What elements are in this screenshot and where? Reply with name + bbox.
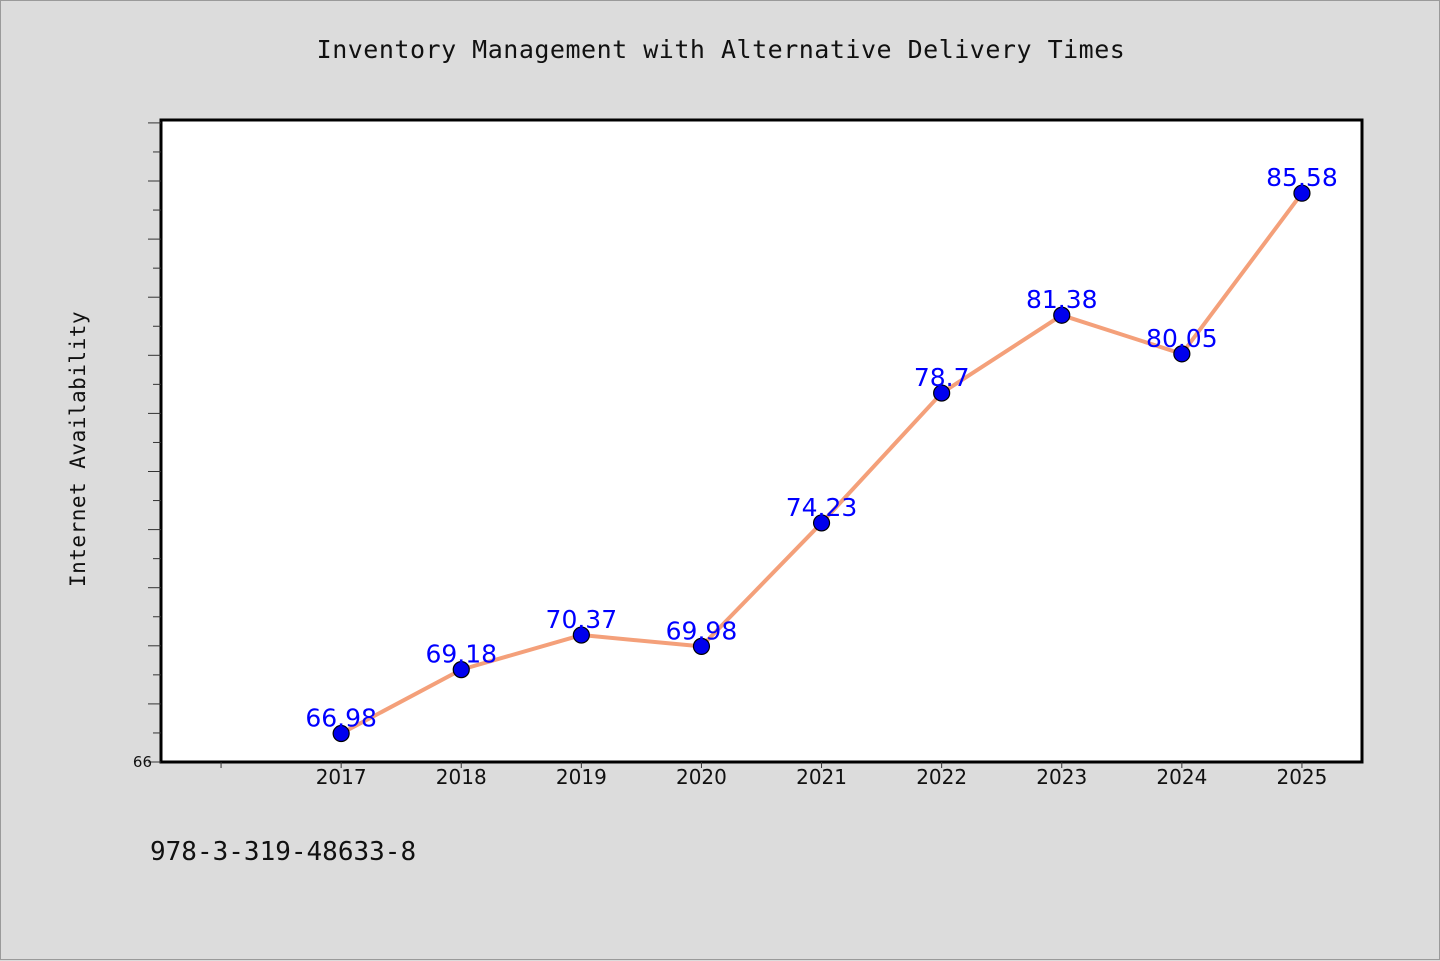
x-tick-label: 2018 [436, 765, 487, 789]
data-point [332, 724, 350, 743]
y-tick-label: 66 [133, 753, 152, 771]
data-point [933, 384, 951, 402]
data-label: 66.98 [305, 704, 377, 733]
x-tick-label: 2019 [556, 765, 607, 789]
data-markers [332, 184, 1311, 743]
plot-area [159, 118, 1364, 764]
x-tick-label: 2024 [1156, 765, 1207, 789]
x-tick-label: 2017 [316, 765, 367, 789]
x-tick-label: 2023 [1036, 765, 1087, 789]
y-axis-ticks [148, 122, 161, 763]
data-label: 69.98 [666, 616, 738, 645]
data-labels: 66.98 69.18 70.37 69.98 74.23 78.7 81.38 80.05 8… [305, 163, 1337, 732]
chart-title: Inventory Management with Alternative De… [316, 35, 1126, 64]
x-axis-ticks: 2017 2018 2019 2020 2021 2022 2023 2024 2025 [220, 762, 1327, 789]
data-label: 70.37 [546, 605, 618, 634]
data-point [1293, 184, 1311, 202]
x-tick-label: 2021 [796, 765, 847, 789]
data-label: 81.38 [1026, 285, 1098, 314]
data-label: 85.58 [1266, 163, 1338, 192]
data-point [572, 626, 590, 644]
data-point [452, 661, 470, 679]
data-label: 74.23 [786, 493, 858, 522]
data-label: 80.05 [1146, 324, 1218, 353]
data-point [1053, 306, 1071, 324]
data-point [692, 637, 711, 655]
x-tick-label: 2020 [676, 765, 727, 789]
x-tick-label: 2025 [1276, 765, 1327, 789]
isbn-text: 978-3-319-48633-8 [150, 837, 417, 867]
data-point [812, 514, 831, 532]
data-label: 78.7 [914, 363, 970, 392]
x-tick-label: 2022 [916, 765, 967, 789]
data-point [1173, 345, 1191, 363]
data-label: 69.18 [425, 640, 497, 669]
